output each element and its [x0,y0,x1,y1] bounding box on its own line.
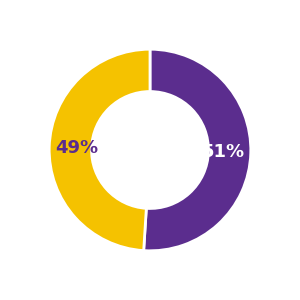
Wedge shape [144,49,251,251]
Wedge shape [49,49,150,250]
Text: 51%: 51% [202,143,245,161]
Text: 49%: 49% [55,139,98,157]
